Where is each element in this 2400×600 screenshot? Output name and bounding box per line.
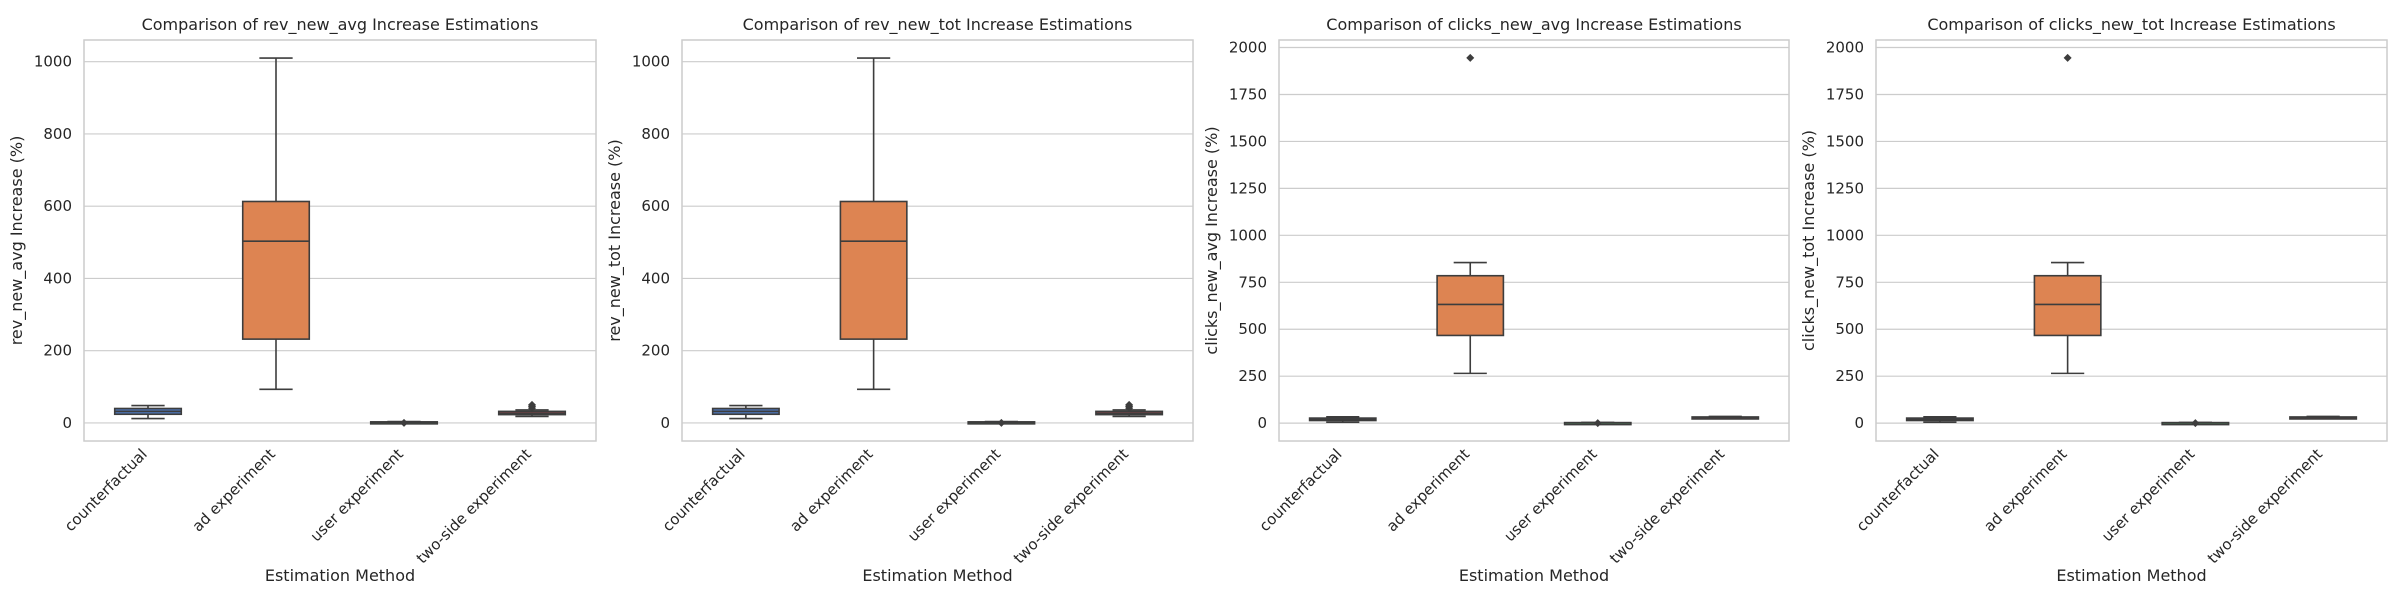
outlier-point [2063,53,2072,62]
plot-area-frame [1875,39,2388,442]
outlier-point [1466,53,1475,62]
outlier-point [528,400,536,409]
y-tick-label: 500 [1835,320,1864,338]
x-tick-label: two-side experiment [1606,445,1728,567]
plot-area-frame [681,39,1194,442]
y-axis-label: clicks_new_tot Increase (%) [1799,130,1819,351]
y-tick-label: 500 [1238,320,1267,338]
y-tick-label: 800 [43,125,72,143]
box-ad-experiment [1436,274,1505,337]
y-tick-label: 0 [1257,414,1267,432]
y-tick-label: 1000 [632,53,670,71]
y-tick-label: 800 [641,125,670,143]
x-tick-label: user experiment [1500,445,1600,545]
plot-area-frame [83,39,597,442]
y-tick-label: 1250 [1229,179,1267,197]
y-axis-label: rev_new_tot Increase (%) [605,139,625,342]
outlier-point [997,418,1006,427]
y-tick-label: 200 [43,342,72,360]
y-axis-label: rev_new_avg Increase (%) [7,136,27,346]
x-tick-label: ad experiment [1383,445,1473,535]
x-tick-label: counterfactual [1256,445,1346,535]
x-tick-label: ad experiment [189,445,279,535]
y-tick-label: 1500 [1826,132,1864,150]
y-tick-label: 1500 [1229,132,1267,150]
box-ad-experiment [839,200,908,340]
chart-title: Comparison of rev_new_avg Increase Estim… [142,15,539,35]
y-tick-label: 0 [1854,414,1864,432]
y-tick-label: 2000 [1229,39,1267,57]
y-tick-label: 0 [660,414,670,432]
x-axis-label: Estimation Method [862,566,1012,585]
y-tick-label: 1000 [1826,226,1864,244]
y-tick-label: 1750 [1826,85,1864,103]
chart-panel-1: 0 200 400 600 800 1000 counterfactual ad experi… [7,15,597,585]
y-tick-label: 2000 [1826,39,1864,57]
x-tick-label: two-side experiment [1010,445,1132,567]
y-axis-label: clicks_new_avg Increase (%) [1202,126,1222,354]
y-tick-label: 400 [641,269,670,287]
x-tick-label: user experiment [2098,445,2198,545]
y-tick-label: 1750 [1229,85,1267,103]
y-tick-label: 0 [62,414,72,432]
y-tick-label: 750 [1835,273,1864,291]
y-tick-label: 600 [43,197,72,215]
chart-panel-2: 0 200 400 600 800 1000 counterfactual ad experi… [605,15,1194,585]
x-tick-label: counterfactual [1853,445,1943,535]
chart-panel-3: 0 250 500 750 1000 1250 1500 1750 2000 counterfac… [1202,15,1790,585]
y-tick-label: 1000 [34,53,72,71]
box-ad-experiment [241,200,311,340]
y-tick-label: 600 [641,197,670,215]
x-axis-label: Estimation Method [265,566,415,585]
chart-title: Comparison of rev_new_tot Increase Estim… [743,15,1133,35]
x-tick-label: ad experiment [1980,445,2070,535]
chart-panel-4: 0 250 500 750 1000 1250 1500 1750 2000 counterfac… [1799,15,2388,585]
box-ad-experiment [2033,274,2102,337]
x-tick-label: counterfactual [659,445,749,535]
outlier-point [2191,419,2200,428]
x-axis-label: Estimation Method [2056,566,2206,585]
y-tick-label: 200 [641,342,670,360]
outlier-point [1593,419,1602,428]
chart-title: Comparison of clicks_new_tot Increase Es… [1927,15,2335,35]
x-tick-label: two-side experiment [413,445,535,567]
outlier-point [1125,400,1134,409]
x-tick-label: user experiment [904,445,1004,545]
x-tick-label: ad experiment [786,445,876,535]
x-tick-label: counterfactual [61,445,151,535]
x-axis-label: Estimation Method [1459,566,1609,585]
y-tick-label: 1000 [1229,226,1267,244]
y-tick-label: 1250 [1826,179,1864,197]
x-tick-label: user experiment [307,445,407,545]
y-tick-label: 250 [1835,367,1864,385]
y-tick-label: 250 [1238,367,1267,385]
y-tick-label: 400 [43,269,72,287]
y-tick-label: 750 [1238,273,1267,291]
x-tick-label: two-side experiment [2204,445,2326,567]
outlier-point [400,418,408,427]
chart-title: Comparison of clicks_new_avg Increase Es… [1326,15,1741,35]
plot-area-frame [1278,39,1790,442]
